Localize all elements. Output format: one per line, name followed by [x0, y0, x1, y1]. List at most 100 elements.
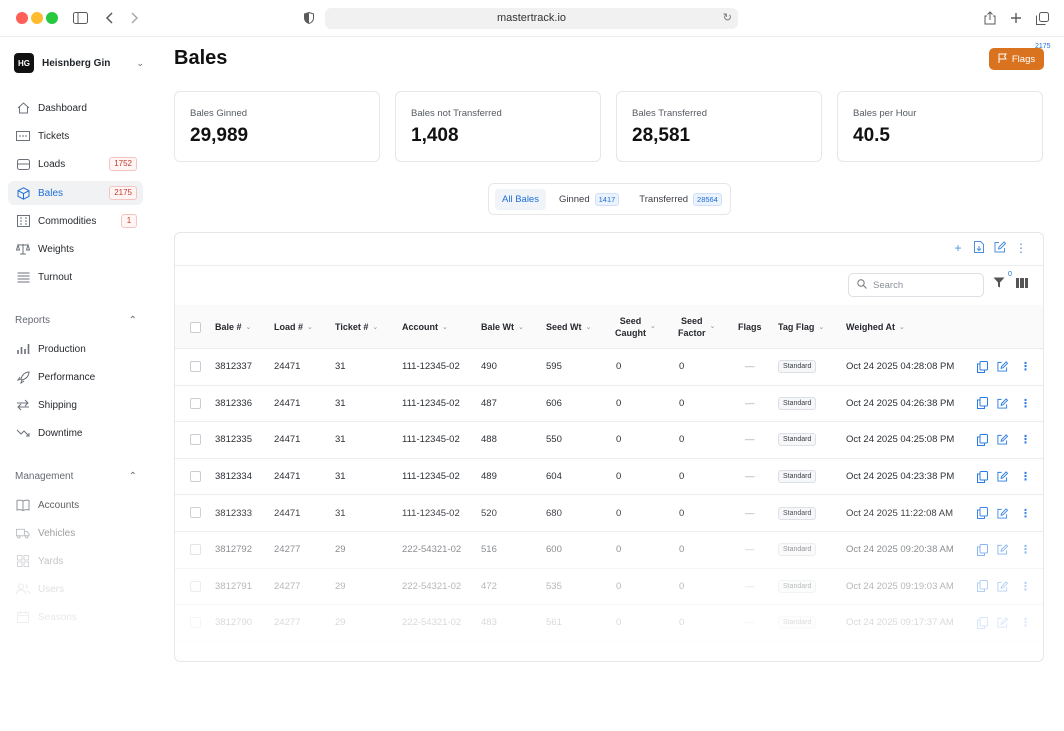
reload-icon[interactable]: ↻ [722, 12, 732, 24]
more-vertical-icon[interactable]: ⋮ [1020, 361, 1031, 374]
column-header-load[interactable]: Load # ⌄ [274, 305, 313, 349]
column-label: Factor [678, 328, 706, 338]
copy-icon[interactable] [977, 495, 988, 531]
tab-overview-icon[interactable] [1031, 8, 1053, 28]
row-checkbox[interactable] [190, 397, 201, 409]
row-checkbox[interactable] [190, 507, 201, 519]
sidebar-item-accounts[interactable]: Accounts [8, 493, 143, 517]
edit-icon[interactable] [997, 386, 1008, 422]
row-checkbox[interactable] [190, 434, 201, 446]
copy-icon[interactable] [977, 349, 988, 385]
column-header-ticket[interactable]: Ticket # ⌄ [335, 305, 378, 349]
new-tab-icon[interactable] [1005, 8, 1027, 28]
table-row[interactable]: 3812335 24471 31 111-12345-02 488 550 0 0 — Stand… [175, 422, 1043, 459]
filter-icon[interactable] [993, 277, 1005, 291]
copy-icon[interactable] [977, 532, 988, 568]
copy-icon[interactable] [977, 422, 988, 458]
edit-icon[interactable] [997, 605, 1008, 641]
bale-weight-cell: 488 [481, 434, 497, 446]
copy-icon[interactable] [977, 459, 988, 495]
more-vertical-icon[interactable]: ⋮ [1020, 471, 1031, 484]
search-input[interactable]: Search [848, 273, 984, 297]
sidebar-item-turnout[interactable]: Turnout [8, 265, 143, 289]
edit-icon[interactable] [997, 459, 1008, 495]
shield-icon[interactable] [298, 8, 320, 28]
edit-icon[interactable] [997, 569, 1008, 605]
tag-flag-cell: Standard [778, 532, 817, 568]
table-row[interactable]: 3812790 24277 29 222-54321-02 483 561 0 0 — Stand… [175, 605, 1043, 642]
sidebar-item-bales[interactable]: Bales 2175 [8, 181, 143, 205]
sidebar-item-weights[interactable]: Weights [8, 237, 143, 261]
edit-icon[interactable] [997, 422, 1008, 458]
bale-number-cell: 3812333 [215, 507, 252, 519]
share-icon[interactable] [979, 8, 1001, 28]
copy-icon[interactable] [977, 386, 988, 422]
row-checkbox[interactable] [190, 361, 201, 372]
columns-icon[interactable] [1016, 278, 1028, 288]
commodities-count-badge: 1 [121, 214, 137, 228]
sidebar-item-seasons[interactable]: Seasons [8, 605, 143, 629]
tab-all-bales[interactable]: All Bales [495, 188, 546, 210]
sidebar-item-shipping[interactable]: Shipping [8, 393, 143, 417]
row-checkbox[interactable] [190, 617, 201, 629]
column-header-tag-flag[interactable]: Tag Flag ⌄ [778, 305, 824, 349]
sidebar-item-users[interactable]: Users [8, 577, 143, 601]
management-section-header[interactable]: Management ⌃ [15, 471, 137, 482]
search-icon [857, 278, 867, 292]
export-file-icon[interactable] [973, 241, 985, 257]
table-row[interactable]: 3812334 24471 31 111-12345-02 489 604 0 0 — Stand… [175, 459, 1043, 496]
sidebar-item-yards[interactable]: Yards [8, 549, 143, 573]
sidebar-item-dashboard[interactable]: Dashboard [8, 96, 143, 120]
sidebar-item-downtime[interactable]: Downtime [8, 421, 143, 445]
sidebar-item-production[interactable]: Production [8, 337, 143, 361]
row-checkbox[interactable] [190, 544, 201, 555]
sidebar-item-loads[interactable]: Loads 1752 [8, 152, 143, 176]
more-vertical-icon[interactable]: ⋮ [1020, 434, 1031, 447]
column-header-seed-factor[interactable]: Seed Factor ⌄ [678, 305, 715, 349]
forward-icon[interactable] [124, 8, 146, 28]
table-row[interactable]: 3812336 24471 31 111-12345-02 487 606 0 0 — Stand… [175, 386, 1043, 423]
row-checkbox[interactable] [190, 470, 201, 482]
sidebar-item-tickets[interactable]: Tickets [8, 124, 143, 148]
column-header-seed-wt[interactable]: Seed Wt ⌄ [546, 305, 591, 349]
copy-icon[interactable] [977, 605, 988, 641]
row-checkbox[interactable] [190, 580, 201, 592]
copy-icon[interactable] [977, 569, 988, 605]
column-header-bale[interactable]: Bale # ⌄ [215, 305, 251, 349]
address-bar[interactable]: mastertrack.io ↻ [325, 8, 738, 29]
sidebar-item-vehicles[interactable]: Vehicles [8, 521, 143, 545]
column-header-weighed-at[interactable]: Weighed At ⌄ [846, 305, 905, 349]
more-vertical-icon[interactable]: ⋮ [1020, 397, 1031, 410]
table-row[interactable]: 3812791 24277 29 222-54321-02 472 535 0 0 — Stand… [175, 569, 1043, 606]
more-vertical-icon[interactable]: ⋮ [1020, 544, 1031, 557]
column-header-account[interactable]: Account ⌄ [402, 305, 448, 349]
add-icon[interactable]: + [954, 241, 962, 255]
edit-icon[interactable] [994, 241, 1007, 257]
more-vertical-icon[interactable]: ⋮ [1020, 617, 1031, 630]
org-switcher[interactable]: HG Heisnberg Gin ⌄ [14, 53, 144, 73]
close-window-button[interactable] [16, 12, 28, 24]
sidebar-item-commodities[interactable]: Commodities 1 [8, 209, 143, 233]
select-all-checkbox[interactable] [190, 322, 201, 333]
column-header-seed-caught[interactable]: Seed Caught ⌄ [615, 305, 656, 349]
table-row[interactable]: 3812333 24471 31 111-12345-02 520 680 0 0 — Stand… [175, 495, 1043, 532]
edit-icon[interactable] [997, 349, 1008, 385]
tab-transferred[interactable]: Transferred 28564 [632, 188, 729, 211]
edit-icon[interactable] [997, 532, 1008, 568]
reports-section-header[interactable]: Reports ⌃ [15, 315, 137, 326]
more-vertical-icon[interactable]: ⋮ [1020, 580, 1031, 593]
back-icon[interactable] [98, 8, 120, 28]
column-header-bale-wt[interactable]: Bale Wt ⌄ [481, 305, 524, 349]
table-row[interactable]: 3812337 24471 31 111-12345-02 490 595 0 0 — Stand… [175, 349, 1043, 386]
minimize-window-button[interactable] [31, 12, 43, 24]
edit-icon[interactable] [997, 495, 1008, 531]
tab-ginned[interactable]: Ginned 1417 [552, 188, 626, 211]
sidebar-toggle-icon[interactable] [69, 8, 91, 28]
more-vertical-icon[interactable]: ⋮ [1015, 241, 1027, 255]
maximize-window-button[interactable] [46, 12, 58, 24]
table-row[interactable]: 3812792 24277 29 222-54321-02 516 600 0 0 — Stand… [175, 532, 1043, 569]
flags-button[interactable]: Flags [989, 48, 1044, 70]
more-vertical-icon[interactable]: ⋮ [1020, 507, 1031, 520]
home-icon [16, 101, 30, 115]
sidebar-item-performance[interactable]: Performance [8, 365, 143, 389]
